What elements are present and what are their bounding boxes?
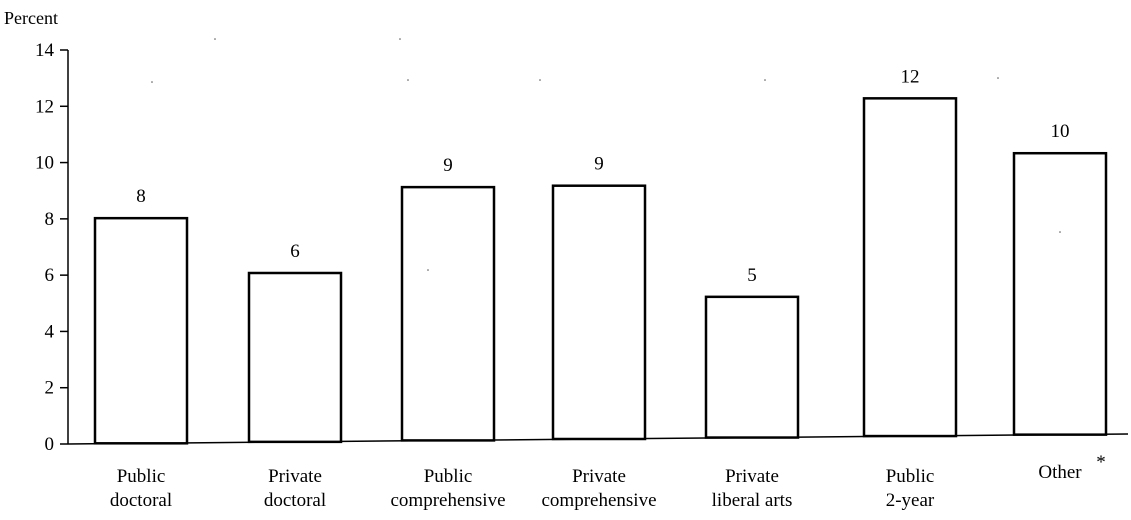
bar-value-label: 5 bbox=[747, 265, 757, 286]
y-axis-label: Percent bbox=[4, 8, 58, 28]
bar-value-label: 8 bbox=[136, 186, 146, 207]
y-tick-label: 12 bbox=[35, 96, 54, 117]
y-tick-label: 14 bbox=[35, 40, 55, 61]
category-label: Private bbox=[725, 466, 779, 487]
y-tick-label: 8 bbox=[45, 209, 55, 230]
bar bbox=[400, 185, 496, 442]
value-labels-group: 8 6 9 9 5 12 10 bbox=[136, 66, 1069, 285]
y-axis-ticks: 0 2 4 6 8 10 12 14 bbox=[35, 40, 68, 455]
bar bbox=[1012, 151, 1108, 436]
bar bbox=[93, 216, 189, 445]
bar-value-label: 9 bbox=[443, 155, 453, 176]
category-label: comprehensive bbox=[390, 490, 505, 511]
category-labels-group: Public doctoral Private doctoral Public compr… bbox=[110, 452, 1106, 511]
category-label: Private bbox=[268, 466, 322, 487]
category-label: doctoral bbox=[264, 490, 326, 511]
category-label: doctoral bbox=[110, 490, 172, 511]
y-tick-label: 10 bbox=[35, 153, 54, 174]
scan-specks bbox=[151, 38, 1061, 271]
category-label: Public bbox=[117, 466, 166, 487]
bar-value-label: 6 bbox=[290, 241, 300, 262]
y-tick-label: 0 bbox=[45, 434, 55, 455]
category-label: Public bbox=[424, 466, 473, 487]
bar-value-label: 9 bbox=[594, 154, 604, 175]
bar-value-label: 12 bbox=[901, 66, 920, 87]
category-label: Private bbox=[572, 466, 626, 487]
y-tick-label: 6 bbox=[45, 265, 55, 286]
y-tick-label: 4 bbox=[45, 321, 55, 342]
category-label: Other bbox=[1038, 462, 1082, 483]
category-label: comprehensive bbox=[541, 490, 656, 511]
category-label: liberal arts bbox=[712, 490, 793, 511]
bar bbox=[862, 97, 958, 438]
bars-group bbox=[93, 97, 1108, 445]
bar bbox=[247, 271, 343, 444]
bar-value-label: 10 bbox=[1051, 121, 1070, 142]
y-tick-label: 2 bbox=[45, 378, 55, 399]
bar bbox=[551, 184, 647, 441]
category-label: 2-year bbox=[886, 490, 935, 511]
category-label: Public bbox=[886, 466, 935, 487]
bar bbox=[704, 295, 800, 439]
footnote-marker: * bbox=[1096, 452, 1106, 473]
